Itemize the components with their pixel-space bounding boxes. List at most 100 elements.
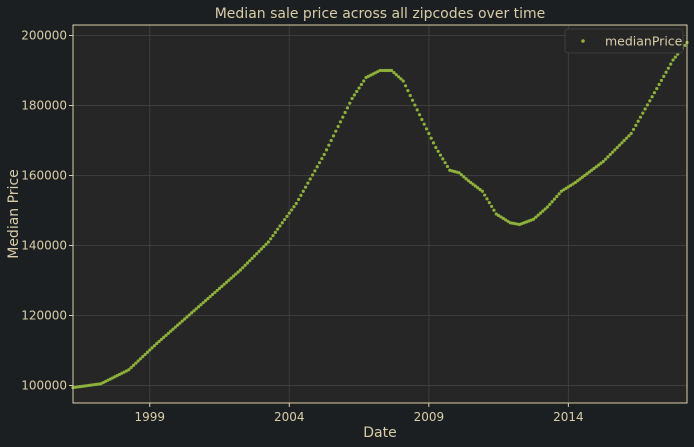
y-axis-label: Median Price [6,169,22,259]
data-point [606,155,610,159]
data-point [459,173,463,177]
y-tick-label: 120000 [21,309,67,323]
data-point [303,185,308,189]
data-point [557,192,561,196]
data-point [150,346,154,350]
data-point [176,323,180,327]
data-point [587,170,591,174]
data-point [173,325,177,329]
y-tick-label: 200000 [21,29,67,43]
data-point [194,307,198,311]
data-point [206,296,210,301]
data-point [231,274,236,278]
data-point [338,120,343,124]
data-point [441,157,445,161]
data-point [264,242,268,246]
data-point [613,148,617,152]
data-point [506,219,510,223]
plot-area [73,25,687,403]
data-point [664,70,668,74]
data-point [229,276,233,280]
data-point [559,189,564,193]
data-point [424,127,429,131]
data-point [503,218,508,222]
data-point [350,96,354,101]
data-point [457,171,461,175]
data-point [362,79,366,83]
data-point [76,385,80,389]
data-point [592,166,596,171]
y-tick-label: 160000 [21,169,67,183]
data-point [280,221,284,225]
data-point [471,182,475,186]
data-point [341,115,345,119]
data-point [624,136,629,140]
data-point [578,177,582,181]
data-point [292,205,296,209]
data-point [464,177,468,181]
data-point [87,383,91,387]
data-point [645,103,650,107]
data-point [380,68,384,73]
data-point [383,68,387,73]
data-point [180,319,184,323]
data-point [543,207,547,211]
data-point [315,165,319,169]
data-point [580,175,584,179]
data-point [599,161,603,165]
data-point [655,86,659,91]
data-point [359,82,363,87]
data-point [659,78,664,83]
data-point [641,111,645,115]
legend-box [564,28,684,54]
legend-label: medianPrice [605,34,683,49]
data-point [178,321,182,325]
data-point [152,344,156,348]
data-point [236,270,240,274]
data-point [252,254,257,258]
data-point [220,284,224,288]
data-point [627,134,631,138]
data-point [308,177,312,181]
data-point [643,107,647,111]
y-tick-label: 180000 [21,99,67,113]
data-point [541,209,545,213]
data-point [266,240,270,244]
y-ticks: 100000 120000 140000 160000 180000 200000 [21,29,73,393]
data-point [403,84,408,88]
data-point [352,93,357,97]
data-point [610,150,615,154]
data-point [397,75,401,79]
data-point [499,215,503,219]
data-point [243,263,247,267]
data-point [210,292,215,297]
x-tick-label: 1999 [134,410,165,424]
data-point [483,193,487,197]
data-point [617,143,622,147]
data-point [480,189,484,193]
data-point [203,299,208,303]
data-point [429,136,433,140]
data-point [622,138,626,143]
data-point [466,179,470,183]
data-point [322,152,326,157]
data-point [662,74,666,78]
data-point [129,365,133,370]
data-point [299,193,303,197]
y-tick-label: 140000 [21,239,67,253]
data-point [631,127,636,132]
data-point [650,95,654,99]
data-point [476,186,480,190]
data-point [294,201,298,206]
data-point [208,294,212,299]
data-point [245,261,250,265]
data-point [576,179,580,183]
data-point [620,141,624,145]
data-point [657,82,661,87]
data-point [345,106,350,110]
data-point [348,101,352,105]
data-point [431,141,436,145]
data-point [671,58,675,62]
data-point [387,68,391,73]
data-point [406,89,410,93]
